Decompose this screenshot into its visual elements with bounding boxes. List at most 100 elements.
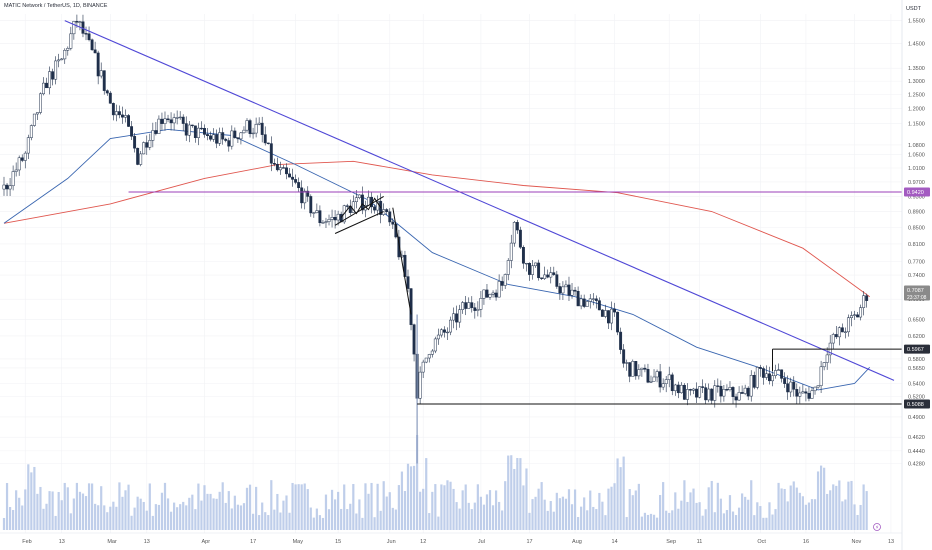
volume-bar (795, 487, 798, 530)
candle-body (227, 140, 231, 147)
volume-bar (124, 490, 127, 530)
volume-bar (707, 487, 710, 530)
volume-bar (501, 510, 504, 530)
volume-bar (42, 508, 45, 530)
candle-body (625, 362, 629, 364)
volume-bar (695, 502, 698, 530)
candle-body (193, 125, 197, 138)
volume-bar (607, 488, 610, 530)
candle-body (127, 115, 130, 127)
candle-body (558, 286, 562, 294)
support-badge: 0.5088 (907, 402, 924, 408)
candle-body (35, 112, 39, 115)
volume-bar (847, 481, 850, 530)
volume-bar (813, 499, 817, 530)
volume-bar (2, 517, 6, 530)
candle-body (139, 153, 143, 165)
candle-body (482, 289, 486, 299)
price-tick-label: 1.1500 (908, 121, 925, 127)
candle-body (230, 130, 234, 147)
candle-body (689, 389, 692, 391)
candle-body (582, 298, 586, 307)
price-tick-label: 0.6500 (908, 318, 925, 324)
candle-body (379, 200, 383, 215)
volume-bar (242, 503, 246, 530)
resistance-badge: 0.9420 (907, 190, 924, 196)
candle-body (117, 111, 121, 116)
volume-bar (182, 501, 185, 530)
candle-body (63, 50, 67, 60)
candle-body (843, 331, 847, 333)
volume-bar (309, 507, 312, 530)
volume-bar (416, 435, 419, 530)
candle-body (209, 135, 213, 140)
volume-bar (109, 506, 112, 530)
time-tick-label: Sep (666, 539, 676, 545)
support-badge-bg (904, 399, 930, 409)
candle-body (11, 171, 15, 187)
candle-body (607, 310, 610, 324)
volume-bar (346, 509, 349, 530)
candle-body (816, 385, 820, 388)
volume-bar (628, 489, 631, 530)
candle-body (84, 33, 88, 35)
candle-body (740, 392, 744, 394)
volume-bar (491, 505, 495, 530)
candle-body (585, 301, 589, 307)
volume-bar (337, 491, 340, 530)
volume-bar (631, 495, 634, 530)
volume-bar (534, 496, 537, 530)
volume-bar (48, 491, 51, 530)
candle-body (825, 354, 829, 363)
candle-body (318, 210, 322, 223)
volume-bar (461, 490, 464, 530)
volume-bar (625, 517, 628, 530)
volume-bar (756, 502, 759, 530)
candle-body (652, 376, 656, 382)
volume-bar (21, 505, 24, 530)
price-tick-label: 0.9700 (908, 180, 925, 186)
volume-bar (419, 491, 422, 530)
price-tick-label: 0.8500 (908, 225, 925, 231)
volume-bar (33, 466, 36, 530)
volume-bar (431, 491, 434, 530)
candle-body (203, 128, 206, 135)
candle-body (679, 384, 683, 394)
volume-bar (121, 496, 124, 530)
candle-body (774, 370, 777, 376)
candle-body (780, 369, 784, 379)
candle-body (722, 389, 726, 397)
volume-bar (352, 484, 355, 530)
volume-bar (166, 498, 170, 530)
candle-body (391, 221, 395, 225)
volume-bar (230, 508, 233, 530)
volume-bar (30, 472, 33, 530)
candle-body (865, 295, 869, 301)
volume-bar (728, 495, 732, 530)
candle-body (664, 379, 668, 384)
candle-body (616, 311, 620, 333)
time-tick-label: Jun (387, 539, 396, 545)
volume-bar (127, 484, 130, 530)
volume-bar (850, 480, 853, 530)
volume-bar (576, 517, 580, 530)
volume-bar (640, 516, 643, 530)
candle-body (500, 281, 504, 286)
candle-body (360, 194, 364, 211)
candle-body (467, 302, 471, 309)
volume-bar (722, 513, 725, 530)
candle-body (743, 387, 747, 394)
candle-body (300, 187, 304, 204)
volume-bar (528, 512, 531, 530)
volume-bar (777, 482, 780, 530)
volume-bars (2, 435, 868, 530)
volume-bar (522, 485, 525, 530)
candle-body (713, 385, 717, 401)
volume-bar (367, 493, 370, 530)
candle-body (321, 222, 325, 224)
volume-bar (476, 484, 479, 530)
candle-body (421, 361, 425, 373)
candle-body (613, 308, 616, 313)
trendline (64, 20, 895, 381)
